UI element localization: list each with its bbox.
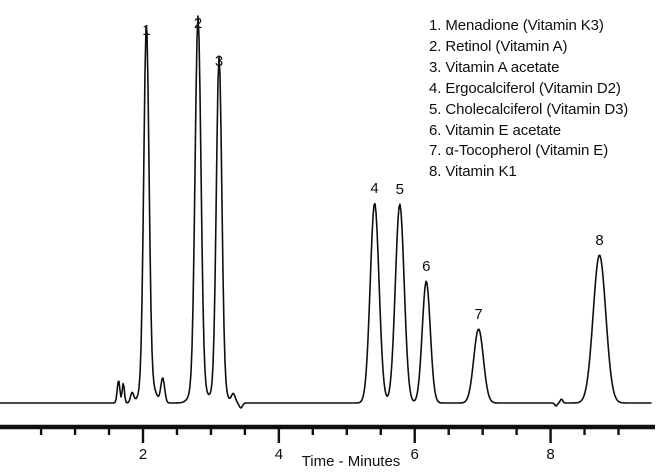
legend-item: 4. Ergocalciferol (Vitamin D2) xyxy=(429,79,621,97)
legend-item: 1. Menadione (Vitamin K3) xyxy=(429,17,604,34)
x-axis-tick-label: 2 xyxy=(139,446,147,463)
x-axis-tick-label: 6 xyxy=(411,446,419,463)
peak-legend: 1. Menadione (Vitamin K3) 2. Retinol (Vit… xyxy=(429,16,628,183)
x-axis-tick-label: 8 xyxy=(546,446,554,463)
x-axis-tick-labels: 2 4 6 8 xyxy=(139,446,555,463)
peak-label: 6 xyxy=(422,258,430,275)
peak-label: 8 xyxy=(595,232,603,249)
peak-label: 3 xyxy=(215,53,223,70)
legend-item: 6. Vitamin E acetate xyxy=(429,121,561,139)
legend-item: 3. Vitamin A acetate xyxy=(429,58,560,76)
peak-label: 2 xyxy=(194,15,202,32)
peak-number-labels: 1 2 3 4 5 6 7 8 xyxy=(142,15,603,323)
legend-item: 7. α-Tocopherol (Vitamin E) xyxy=(429,142,609,160)
legend-item: 8. Vitamin K1 xyxy=(429,163,517,181)
peak-label: 1 xyxy=(142,22,150,39)
legend-item: 5. Cholecalciferol (Vitamin D3) xyxy=(429,100,629,118)
peak-label: 5 xyxy=(396,181,404,198)
peak-label: 7 xyxy=(474,306,482,323)
x-axis-tick-label: 4 xyxy=(275,446,283,463)
x-axis-title: Time - Minutes xyxy=(302,453,401,470)
legend-item: 2. Retinol (Vitamin A) xyxy=(429,37,568,55)
x-axis-ticks xyxy=(39,429,620,443)
peak-label: 4 xyxy=(370,180,378,197)
chromatogram-trace xyxy=(0,15,652,409)
